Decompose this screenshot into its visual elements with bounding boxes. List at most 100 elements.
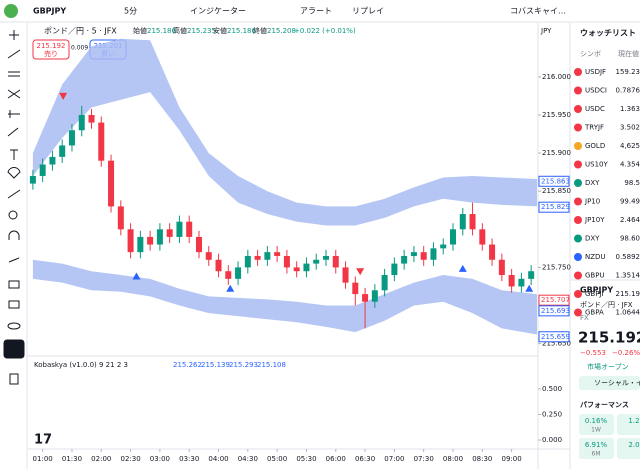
row-symbol[interactable]: US10Y bbox=[585, 161, 608, 169]
row-symbol[interactable]: USDCI bbox=[585, 87, 607, 95]
signal bbox=[59, 92, 68, 100]
row-symbol[interactable]: GBPJI bbox=[585, 290, 604, 298]
price-label bbox=[538, 175, 570, 187]
detail-market: FX bbox=[580, 314, 589, 322]
signal bbox=[132, 272, 141, 280]
interval[interactable]: 5分 bbox=[124, 7, 137, 16]
row-symbol[interactable]: USDC bbox=[585, 105, 605, 113]
watchlist-title: ウォッチリスト bbox=[580, 29, 636, 38]
perf-cell bbox=[579, 414, 614, 435]
candle-body bbox=[274, 252, 281, 256]
candle-body bbox=[508, 275, 515, 287]
y-tick-label: 215.900 bbox=[542, 149, 571, 157]
row-price: 1.3514 bbox=[616, 272, 640, 280]
tool-icons[interactable] bbox=[3, 30, 25, 385]
candle-body bbox=[78, 114, 85, 131]
candle-body bbox=[205, 252, 212, 260]
candle-body bbox=[254, 255, 261, 260]
y-tick-label: 215.650 bbox=[542, 340, 571, 348]
row-symbol[interactable]: DXY bbox=[585, 235, 600, 243]
candle-body bbox=[68, 130, 75, 146]
row-price: 0.5892 bbox=[616, 253, 640, 261]
x-tick-label: 08:30 bbox=[472, 455, 492, 463]
row-symbol[interactable]: GBPA bbox=[585, 309, 604, 317]
left-toolbar bbox=[0, 23, 27, 469]
perf-value: 2.0 bbox=[628, 441, 639, 449]
row-symbol[interactable]: NZDU bbox=[585, 253, 606, 261]
x-tick-label: 04:30 bbox=[238, 455, 258, 463]
row-price: 99.49 bbox=[620, 198, 640, 206]
row-symbol[interactable]: GBPU bbox=[585, 272, 605, 280]
row-symbol[interactable]: JP10 bbox=[584, 198, 600, 206]
avatar[interactable] bbox=[4, 4, 18, 18]
price-label-text: 215.693 bbox=[541, 307, 570, 315]
perf-cell bbox=[617, 414, 640, 435]
row-symbol[interactable]: TRYJF bbox=[584, 124, 604, 132]
candle-body bbox=[332, 255, 339, 268]
y-tick-label: 216.000 bbox=[542, 73, 571, 81]
sell-button[interactable] bbox=[32, 39, 70, 60]
candle-body bbox=[352, 282, 359, 295]
x-tick-label: 02:30 bbox=[120, 455, 140, 463]
row-icon bbox=[574, 308, 582, 317]
indicators-button[interactable]: インジケーター bbox=[190, 7, 246, 16]
x-tick-label: 07:30 bbox=[414, 455, 434, 463]
candle-body bbox=[391, 263, 398, 276]
layout-name[interactable]: コバスキャイ… bbox=[510, 7, 566, 16]
row-symbol[interactable]: DXY bbox=[585, 179, 600, 187]
x-tick-label: 08:00 bbox=[443, 455, 463, 463]
social[interactable]: ソーシャル・イ bbox=[594, 379, 640, 387]
candle-body bbox=[303, 263, 310, 272]
detail-change-pct: −0.26% bbox=[612, 349, 640, 357]
candle-body bbox=[528, 271, 535, 279]
low: 215.186 bbox=[227, 27, 256, 35]
candle-body bbox=[410, 252, 417, 256]
y-tick-label: 215.850 bbox=[542, 187, 571, 195]
replay-button[interactable]: リプレイ bbox=[352, 7, 384, 16]
signal bbox=[525, 284, 534, 292]
row-price: 1.363 bbox=[620, 105, 640, 113]
candle-body bbox=[498, 259, 505, 276]
column-header: シンボ bbox=[580, 50, 601, 58]
row-price: 98.60 bbox=[620, 235, 640, 243]
candle-body bbox=[313, 259, 320, 264]
row-icon bbox=[574, 142, 582, 150]
watchlist-rows: USDJF 159.23 USDCI 0.7876 USDC 1.363 TRYJF 3.50… bbox=[574, 68, 640, 317]
candle-body bbox=[401, 255, 408, 264]
candle-body bbox=[29, 175, 36, 184]
candle-body bbox=[108, 160, 115, 207]
change: +0.022 (+0.01%) bbox=[294, 27, 356, 35]
candle-body bbox=[342, 267, 349, 283]
social-chip[interactable] bbox=[579, 376, 640, 390]
symbol[interactable]: GBPJPY bbox=[33, 7, 66, 16]
row-symbol[interactable]: USDJF bbox=[585, 68, 606, 76]
band bbox=[32, 259, 538, 335]
alert-button[interactable]: アラート bbox=[300, 7, 332, 16]
high: 215.235 bbox=[187, 27, 216, 35]
signal bbox=[226, 284, 235, 292]
row-icon bbox=[574, 123, 582, 132]
candle-body bbox=[147, 236, 154, 245]
sell-label[interactable]: 売り bbox=[44, 49, 58, 58]
row-icon bbox=[574, 216, 582, 224]
indicator-value: 215.262 bbox=[173, 361, 202, 369]
performance-grid: 0.16% 1W 1.2 6.91% 6M 2.0 bbox=[579, 414, 640, 459]
perf-value: 0.16% bbox=[585, 417, 608, 425]
sell-price[interactable]: 215.192 bbox=[37, 42, 66, 50]
low-label: 安値 bbox=[213, 26, 227, 35]
signal bbox=[356, 268, 365, 276]
row-symbol[interactable]: JP10Y bbox=[584, 216, 605, 224]
y-tick-label: 215.750 bbox=[542, 263, 571, 271]
perf-cell bbox=[579, 438, 614, 459]
row-price: 4,625 bbox=[620, 142, 640, 150]
candle-body bbox=[479, 229, 486, 245]
indicator-value: 215.139 bbox=[201, 361, 230, 369]
high-label: 高値 bbox=[173, 26, 187, 35]
row-icon bbox=[574, 271, 582, 280]
row-icon bbox=[574, 290, 582, 298]
y-tick-label: 0.000 bbox=[542, 436, 562, 444]
y-tick-label: 0.250 bbox=[542, 411, 562, 419]
row-icon bbox=[574, 160, 582, 169]
candle-body bbox=[98, 122, 105, 161]
row-symbol[interactable]: GOLD bbox=[585, 142, 605, 150]
